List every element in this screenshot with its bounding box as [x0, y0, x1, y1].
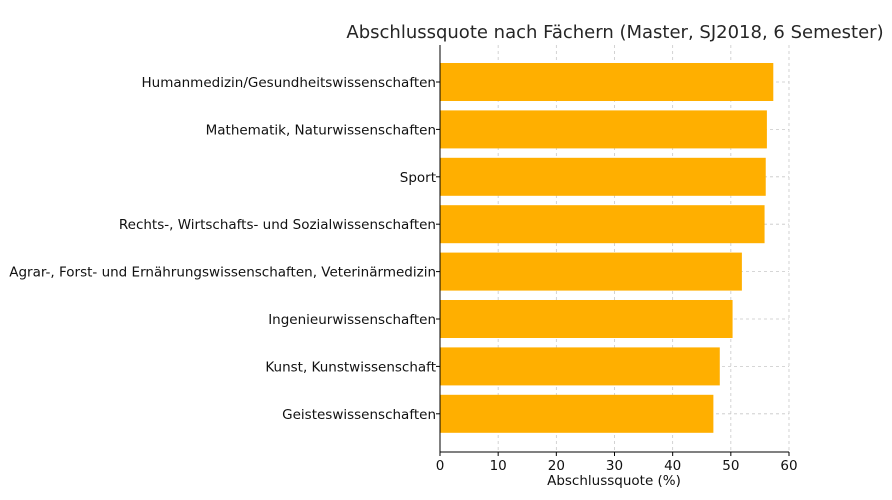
x-tick-label: 10 — [490, 458, 507, 474]
category-label: Kunst, Kunstwissenschaft — [265, 359, 436, 375]
bar — [440, 110, 767, 149]
grid-layer — [439, 45, 790, 452]
bar — [440, 157, 766, 196]
bar — [440, 300, 733, 338]
bar-layer — [440, 63, 774, 433]
chart-title: Abschlussquote nach Fächern (Master, SJ2… — [346, 22, 883, 43]
axis-layer: 0 10 20 30 40 50 60 — [436, 45, 798, 474]
category-labels: Humanmedizin/Gesundheitswissenschaften Ma… — [9, 75, 436, 423]
x-tick-label: 50 — [722, 458, 739, 474]
x-tick-label: 40 — [664, 458, 681, 474]
category-label: Humanmedizin/Gesundheitswissenschaften — [141, 75, 436, 91]
x-tick-label: 0 — [436, 458, 445, 474]
bar — [440, 252, 742, 291]
category-label: Sport — [400, 170, 436, 186]
bar — [440, 205, 765, 244]
bar — [440, 394, 714, 433]
category-label: Rechts-, Wirtschafts- und Sozialwissensc… — [119, 217, 436, 233]
x-axis-label: Abschlussquote (%) — [547, 473, 681, 489]
category-label: Ingenieurwissenschaften — [268, 312, 436, 328]
bar — [440, 347, 720, 386]
category-label: Mathematik, Naturwissenschaften — [206, 122, 436, 138]
x-tick-label: 20 — [548, 458, 565, 474]
bar — [440, 63, 774, 101]
category-label: Agrar-, Forst- und Ernährungswissenschaf… — [9, 265, 436, 281]
category-label: Geisteswissenschaften — [282, 407, 436, 423]
x-tick-label: 30 — [606, 458, 623, 474]
x-tick-label: 60 — [780, 458, 797, 474]
